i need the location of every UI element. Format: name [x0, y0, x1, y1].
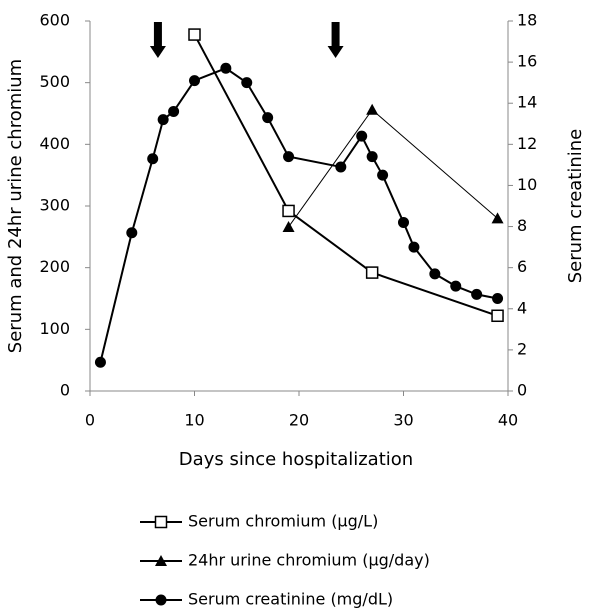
data-point [126, 227, 138, 239]
y2-axis-label: Serum creatinine [565, 129, 586, 284]
y-tick-label: 100 [39, 319, 70, 338]
data-point [94, 356, 106, 368]
x-tick-label: 20 [289, 411, 309, 430]
y2-tick-label: 6 [517, 257, 527, 276]
data-point [262, 112, 274, 124]
data-point [471, 288, 483, 300]
y-tick-label: 400 [39, 134, 70, 153]
y-tick-label: 0 [60, 381, 70, 400]
series-line [193, 34, 498, 317]
data-point [398, 216, 409, 228]
x-tick-label: 10 [184, 411, 204, 430]
data-point [220, 62, 232, 74]
y2-tick-label: 0 [517, 381, 527, 400]
x-axis-label: Days since hospitalization [179, 449, 413, 470]
data-point [188, 28, 201, 41]
data-point [491, 309, 504, 323]
data-point [157, 114, 169, 126]
y2-tick-label: 16 [517, 52, 537, 71]
legend-label: Serum creatinine (mg/dL) [188, 590, 393, 609]
y2-tick-label: 14 [517, 93, 537, 112]
y-axis-label: Serum and 24hr urine chromium [5, 59, 26, 353]
legend-marker [155, 594, 167, 606]
data-point [241, 77, 253, 89]
data-point [366, 103, 379, 115]
data-point [356, 130, 368, 142]
arrow [327, 22, 344, 58]
data-point [189, 75, 200, 87]
x-tick-label: 30 [393, 411, 413, 430]
x-tick-label: 0 [85, 411, 95, 430]
y2-tick-label: 4 [517, 298, 527, 317]
data-point [168, 105, 180, 117]
y2-tick-label: 10 [517, 175, 537, 194]
y-tick-label: 600 [39, 11, 70, 30]
data-point [429, 268, 441, 280]
legend-label: 24hr urine chromium (μg/day) [188, 551, 430, 570]
data-point [366, 151, 378, 163]
series-line [99, 67, 498, 363]
legend-marker [155, 555, 167, 566]
y2-tick-label: 18 [517, 11, 537, 30]
y-tick-label: 500 [39, 72, 70, 91]
data-point [492, 293, 504, 304]
data-point [450, 280, 462, 292]
data-point [377, 169, 389, 181]
data-point [365, 266, 379, 279]
y-tick-label: 300 [39, 196, 70, 215]
y2-tick-label: 2 [517, 339, 527, 358]
data-point [282, 204, 295, 218]
data-point [491, 212, 504, 224]
y2-tick-label: 8 [517, 216, 527, 235]
y-tick-label: 200 [39, 257, 70, 276]
data-point [408, 241, 420, 253]
data-point [147, 153, 159, 165]
data-point [335, 161, 347, 173]
series-line [288, 109, 498, 228]
legend-label: Serum chromium (μg/L) [188, 512, 378, 531]
data-point [282, 220, 295, 232]
arrow [149, 22, 166, 58]
x-tick-label: 40 [498, 411, 518, 430]
data-point [283, 151, 295, 163]
legend-marker [154, 515, 168, 529]
y2-tick-label: 12 [517, 134, 537, 153]
